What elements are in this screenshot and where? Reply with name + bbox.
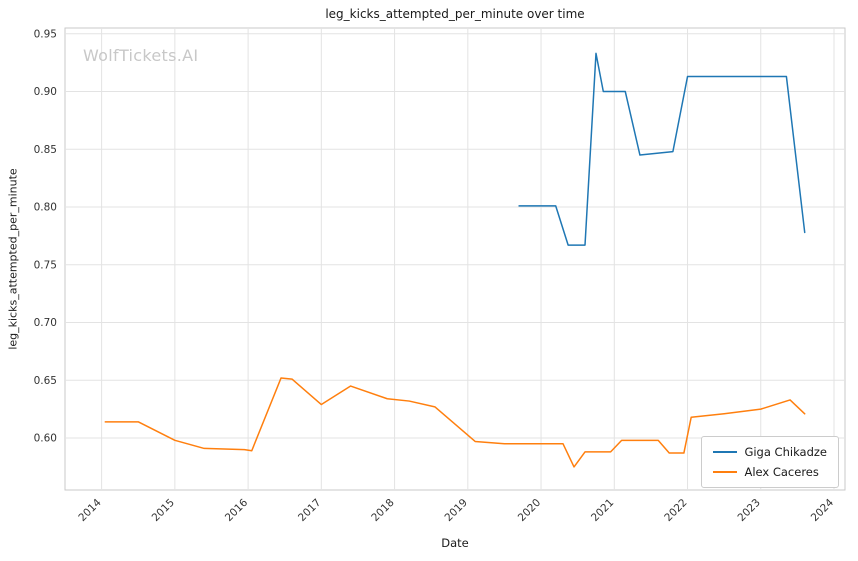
x-tick-label: 2021 <box>589 497 616 524</box>
x-tick-label: 2019 <box>443 497 470 524</box>
legend-label: Giga Chikadze <box>744 445 827 459</box>
x-tick-label: 2023 <box>736 497 763 524</box>
y-tick-label: 0.70 <box>34 317 57 329</box>
y-axis-label: leg_kicks_attempted_per_minute <box>6 168 20 350</box>
y-tick-label: 0.60 <box>34 433 57 445</box>
x-tick-label: 2017 <box>296 497 323 524</box>
legend-item: Alex Caceres <box>713 465 827 479</box>
watermark: WolfTickets.AI <box>83 46 199 65</box>
y-tick-label: 0.90 <box>34 86 57 98</box>
y-tick-label: 0.75 <box>34 259 57 271</box>
x-tick-label: 2015 <box>150 497 177 524</box>
y-tick-label: 0.80 <box>34 202 57 214</box>
x-tick-label: 2016 <box>223 496 251 524</box>
x-tick-label: 2020 <box>516 497 543 524</box>
x-tick-label: 2024 <box>809 496 837 524</box>
series-line-0 <box>518 52 806 246</box>
legend-item: Giga Chikadze <box>713 445 827 459</box>
legend-label: Alex Caceres <box>744 465 819 479</box>
y-tick-label: 0.65 <box>34 375 57 387</box>
legend-line-swatch <box>713 451 738 453</box>
x-tick-label: 2022 <box>662 497 689 524</box>
plot-frame <box>64 27 846 491</box>
y-tick-label: 0.95 <box>34 28 57 40</box>
legend-line-swatch <box>713 471 738 473</box>
chart-title: leg_kicks_attempted_per_minute over time <box>325 7 585 21</box>
legend: Giga Chikadze Alex Caceres <box>701 436 839 488</box>
y-tick-label: 0.85 <box>34 144 57 156</box>
x-axis-label: Date <box>441 536 469 550</box>
series-line-1 <box>104 377 806 468</box>
x-tick-label: 2014 <box>76 496 104 524</box>
x-tick-label: 2018 <box>369 497 396 524</box>
